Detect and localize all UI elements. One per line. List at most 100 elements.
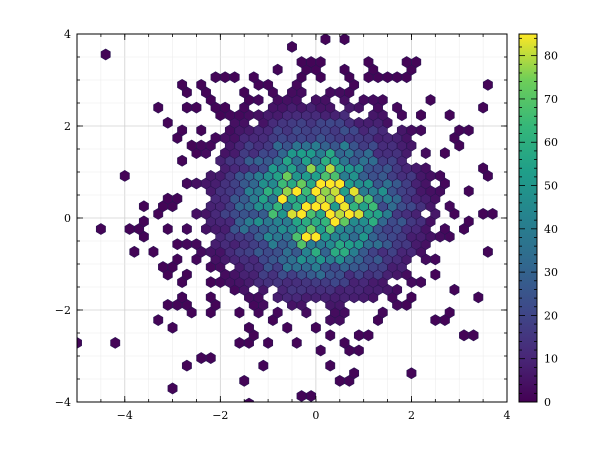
x-tick-label: 0 — [312, 409, 319, 422]
hexbin-cell — [296, 56, 307, 68]
hexbin-cell — [177, 124, 188, 137]
y-tick-label: 0 — [64, 212, 71, 225]
hexbin-cell — [353, 116, 364, 129]
hexbin-cell — [239, 86, 250, 99]
hexbin-cell — [244, 397, 254, 402]
hexbin-cell — [444, 306, 455, 319]
hexbin-cell — [181, 268, 192, 281]
hexbin-cell — [181, 177, 192, 190]
hexbin-cell — [191, 207, 202, 220]
colorbar-tick-label: 30 — [544, 266, 558, 279]
hexbin-cell — [191, 177, 202, 190]
hexbin-cell — [425, 94, 436, 106]
hexbin-cell — [463, 124, 474, 137]
hexbin-cell — [363, 56, 374, 68]
hexbin-cell — [95, 223, 106, 235]
colorbar: 0 10 20 30 40 50 60 70 80 — [518, 33, 558, 409]
hexbin-cell — [124, 223, 135, 235]
hexbin-cell — [138, 200, 149, 213]
hexbin-cell — [353, 329, 364, 342]
hexbin-cell — [430, 268, 441, 281]
hexbin-cell — [162, 223, 173, 235]
hexbin-cell — [172, 192, 183, 205]
hexbin-cell — [287, 40, 297, 53]
hexbin-cell — [205, 291, 216, 304]
hexbin-cell — [210, 71, 221, 84]
hexbin-cell — [205, 170, 216, 182]
hexbin-cell — [119, 170, 130, 182]
hexbin-cell — [478, 207, 489, 220]
hexbin-cell — [306, 390, 317, 402]
hexbin-cell — [339, 63, 350, 76]
hexbin-cell — [167, 382, 178, 395]
hexbin-cell — [272, 306, 283, 319]
hexbin-cell — [406, 291, 417, 304]
x-tick-label: −4 — [117, 409, 133, 422]
hexbin-cell — [444, 200, 455, 213]
hexbin-cell — [148, 245, 159, 258]
hexbin-cell — [138, 215, 149, 228]
colorbar-tick-label: 40 — [544, 223, 558, 236]
colorbar-ticks: 0 10 20 30 40 50 60 70 80 — [519, 37, 558, 409]
hexbin-cell — [449, 283, 460, 296]
colorbar-tick-label: 70 — [544, 93, 558, 106]
hexbin-cell — [406, 367, 417, 380]
hexbin-cell — [406, 124, 417, 137]
hexbin-cell — [172, 253, 183, 266]
hexbin-cell — [401, 56, 412, 68]
hexbin-cell — [253, 94, 264, 106]
hexbin-cell — [162, 116, 173, 129]
hexbin-cell — [339, 34, 350, 46]
colorbar-tick-label: 10 — [544, 353, 558, 366]
hexbin-cell — [181, 238, 192, 251]
colorbar-gradient — [519, 34, 537, 402]
hexbin-cell — [377, 306, 388, 319]
hexbin-cell — [263, 78, 274, 91]
hexbin-cell — [416, 276, 426, 289]
hexbin-cell — [205, 352, 216, 364]
hexbin-cell — [420, 162, 431, 175]
hexbin-cell — [487, 207, 498, 220]
hexbin-cell — [158, 261, 168, 273]
hexbin-cell — [396, 124, 407, 137]
hexbin-cell — [320, 34, 331, 46]
hexbin-cell — [310, 94, 321, 106]
hexbin-cell — [363, 329, 374, 342]
hexbin-cells — [77, 34, 498, 402]
axis-ticks — [76, 33, 508, 403]
hexbin-cell — [444, 109, 455, 122]
hexbin-cell — [205, 276, 216, 289]
hexbin-cell — [177, 154, 188, 167]
hexbin-cell — [186, 139, 197, 152]
hexbin-cell — [181, 223, 192, 235]
hexbin-cell — [430, 253, 441, 266]
hexbin-cell — [334, 374, 345, 387]
colorbar-tick-label: 80 — [544, 50, 558, 63]
hexbin-cell — [411, 56, 422, 68]
hexbin-cell — [392, 101, 403, 114]
hexbin-cell — [310, 321, 321, 334]
hexbin-cell — [296, 390, 307, 402]
hexbin-cell — [416, 109, 426, 122]
hexbin-cell — [244, 321, 254, 334]
hexbin-cell — [258, 359, 269, 372]
hexbin-cell — [478, 101, 489, 114]
x-tick-label: 2 — [408, 409, 415, 422]
hexbin-cell — [411, 162, 422, 175]
hexbin-cell — [162, 299, 173, 311]
y-tick-label: −2 — [55, 304, 71, 317]
hexbin-cell — [439, 147, 450, 160]
hexbin-cell — [167, 321, 178, 334]
hexbin-cell — [334, 86, 345, 99]
hexbin-cell — [100, 48, 111, 61]
hexbin-cell — [181, 359, 192, 372]
hexbin-cell — [420, 147, 431, 160]
hexbin-cell — [77, 337, 82, 349]
hexbin-cell — [191, 238, 202, 251]
hexbin-cell — [478, 162, 489, 175]
hexbin-cell — [435, 170, 446, 182]
hexbin-cell — [463, 185, 474, 197]
hexbin-cell — [392, 71, 403, 84]
hexbin-cell — [129, 245, 140, 258]
y-tick-label: 4 — [64, 28, 71, 41]
